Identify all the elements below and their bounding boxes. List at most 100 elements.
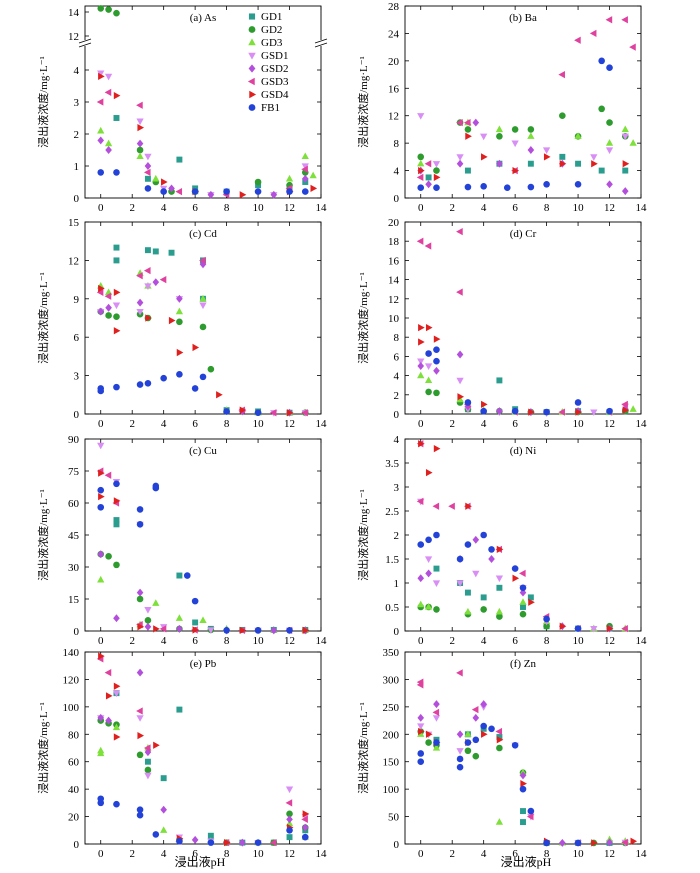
data-point-gd2 bbox=[543, 622, 550, 630]
data-point-gsd4 bbox=[216, 391, 223, 399]
data-point-fb1 bbox=[136, 506, 144, 513]
y-tick-label: 6 bbox=[394, 351, 400, 363]
data-point-fb1 bbox=[254, 627, 262, 634]
data-point-gsd4 bbox=[153, 625, 160, 633]
data-point-gsd4 bbox=[98, 72, 105, 81]
y-tick-label: 16 bbox=[388, 83, 400, 95]
y-tick-label: 9 bbox=[74, 294, 80, 306]
y-tick-label: 0 bbox=[74, 839, 80, 851]
data-point-gd2 bbox=[286, 810, 293, 818]
axes-frame bbox=[84, 438, 322, 632]
data-point-fb1 bbox=[574, 399, 582, 406]
y-tick-label: 12 bbox=[388, 294, 399, 306]
x-tick-label: 8 bbox=[544, 418, 550, 430]
data-point-fb1 bbox=[480, 407, 487, 415]
x-tick-label: 2 bbox=[129, 418, 135, 430]
y-axis-label: 浸出液浓度/mg·L⁻¹ bbox=[36, 272, 50, 364]
data-point-gsd4 bbox=[528, 408, 535, 416]
data-point-gsd1 bbox=[417, 723, 425, 731]
data-point-gd3 bbox=[527, 132, 535, 139]
data-point-gd2 bbox=[598, 105, 605, 113]
y-tick-label: 4 bbox=[394, 166, 400, 178]
y-tick-label: 14 bbox=[388, 275, 400, 287]
data-point-gd3 bbox=[495, 125, 504, 133]
data-point-gsd2 bbox=[152, 278, 160, 287]
x-tick-label: 0 bbox=[418, 635, 424, 647]
x-tick-label: 6 bbox=[512, 635, 518, 647]
data-point-gsd1 bbox=[136, 308, 144, 316]
y-tick-label: 3 bbox=[74, 371, 80, 383]
y-axis-label: 浸出液浓度/mg·L⁻¹ bbox=[36, 489, 50, 581]
data-point-gsd2 bbox=[519, 771, 527, 780]
data-point-gd3 bbox=[417, 600, 425, 608]
data-point-gd3 bbox=[285, 174, 294, 182]
data-point-gd3 bbox=[424, 603, 433, 610]
data-point-fb1 bbox=[456, 755, 464, 763]
data-point-gd2 bbox=[136, 146, 144, 154]
data-point-gsd2 bbox=[207, 190, 215, 199]
data-point-gd1 bbox=[425, 174, 432, 181]
x-tick-label: 6 bbox=[192, 418, 198, 430]
y-tick-label: 1 bbox=[74, 161, 80, 173]
data-point-gd3 bbox=[574, 132, 582, 139]
data-point-gd3 bbox=[309, 171, 317, 179]
data-point-gsd4 bbox=[496, 736, 504, 744]
data-point-fb1 bbox=[286, 826, 293, 834]
data-point-fb1 bbox=[176, 371, 183, 378]
y-tick-label: 45 bbox=[68, 530, 80, 542]
data-point-fb1 bbox=[223, 627, 230, 634]
data-point-fb1 bbox=[417, 541, 425, 548]
data-point-fb1 bbox=[574, 625, 582, 632]
data-point-gd2 bbox=[425, 739, 432, 746]
y-tick-label: 1 bbox=[394, 578, 400, 590]
data-point-gd2 bbox=[176, 318, 183, 326]
x-tick-label: 10 bbox=[573, 202, 585, 214]
legend-marker-gsd4 bbox=[249, 90, 257, 99]
y-tick-label: 24 bbox=[388, 28, 400, 40]
x-tick-label: 6 bbox=[512, 418, 518, 430]
x-tick-label: 6 bbox=[192, 848, 198, 860]
data-point-gd3 bbox=[97, 746, 105, 754]
data-point-gsd2 bbox=[496, 159, 503, 168]
y-axis-label: 浸出液浓度/mg·L⁻¹ bbox=[36, 56, 50, 148]
data-point-gsd4 bbox=[481, 730, 488, 738]
data-point-gd2 bbox=[425, 388, 432, 396]
data-point-gd3 bbox=[417, 159, 425, 167]
data-point-gd1 bbox=[622, 167, 629, 174]
data-point-gd1 bbox=[520, 808, 526, 815]
y-tick-label: 3.5 bbox=[385, 458, 399, 470]
y-tick-label: 15 bbox=[68, 594, 80, 606]
data-point-gsd2 bbox=[417, 362, 425, 370]
data-point-fb1 bbox=[136, 806, 144, 814]
x-tick-label: 0 bbox=[98, 202, 104, 214]
chart-panel: 0 2 4 6 8 10 12 14 0 2 4 6 8 10 12 14 16 18 20 (d) Cr 浸出液浓度/… bbox=[356, 217, 647, 430]
chart-panel: 0 2 4 6 8 10 12 14 0 3 6 9 12 15 (c) Cd 浸出液浓度/mg·L⁻¹ bbox=[36, 217, 327, 430]
data-point-gsd2 bbox=[496, 407, 503, 416]
data-point-gsd1 bbox=[144, 153, 152, 161]
x-tick-label: 10 bbox=[253, 635, 265, 647]
data-point-gd3 bbox=[136, 152, 144, 160]
data-point-gsd4 bbox=[591, 160, 598, 168]
x-tick-label: 8 bbox=[544, 635, 550, 647]
legend-label-gd1: GD1 bbox=[261, 11, 282, 23]
data-point-gsd2 bbox=[144, 622, 152, 631]
data-point-fb1 bbox=[519, 584, 527, 592]
data-point-gd3 bbox=[495, 818, 504, 825]
data-point-fb1 bbox=[176, 837, 183, 845]
y-tick-label: 4 bbox=[394, 371, 400, 383]
y-tick-label: 0 bbox=[74, 409, 80, 421]
data-point-gsd1 bbox=[285, 786, 294, 794]
x-tick-label: 2 bbox=[449, 635, 455, 647]
y-tick-label: 0 bbox=[394, 626, 400, 638]
data-point-fb1 bbox=[511, 407, 519, 415]
data-point-gsd2 bbox=[113, 614, 120, 623]
data-point-gd1 bbox=[113, 257, 120, 264]
x-tick-label: 2 bbox=[449, 848, 455, 860]
y-tick-label: 10 bbox=[388, 313, 400, 325]
data-point-gsd3 bbox=[136, 101, 143, 109]
legend-marker-fb1 bbox=[248, 104, 256, 111]
x-tick-label: 8 bbox=[224, 202, 230, 214]
data-point-fb1 bbox=[191, 188, 199, 195]
data-point-gsd4 bbox=[575, 408, 583, 416]
